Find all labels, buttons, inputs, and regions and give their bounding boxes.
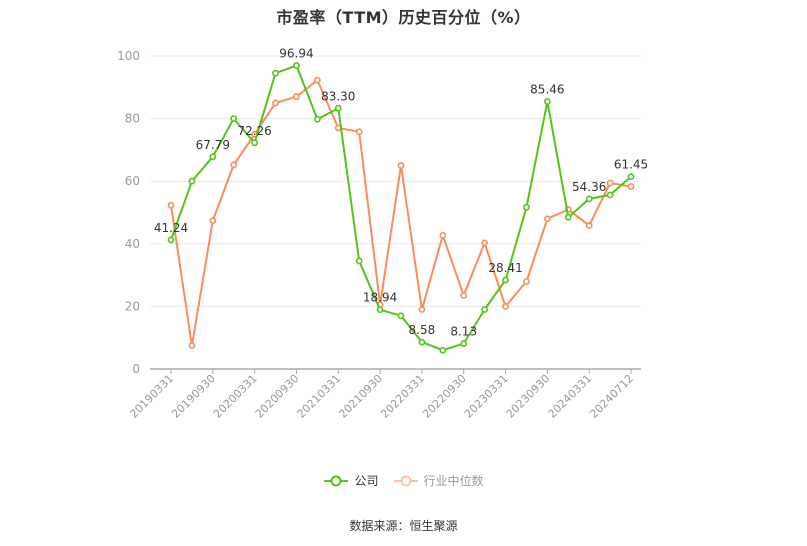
data-point[interactable]: [230, 161, 238, 169]
data-point[interactable]: [627, 173, 635, 181]
data-point[interactable]: [209, 217, 217, 225]
data-point[interactable]: [543, 98, 551, 105]
data-point[interactable]: [585, 195, 593, 203]
data-label: 61.45: [614, 158, 648, 172]
x-axis: 2019033120190930202003312020093020210331…: [127, 368, 641, 421]
data-point[interactable]: [502, 276, 509, 284]
data-point[interactable]: [418, 306, 426, 313]
data-point[interactable]: [188, 342, 196, 349]
data-label: 8.58: [409, 323, 436, 337]
data-point[interactable]: [606, 179, 614, 187]
data-point[interactable]: [313, 115, 321, 123]
x-tick-label: 20200331: [211, 372, 260, 421]
legend-label-company: 公司: [354, 474, 379, 488]
x-tick-label: 20190930: [169, 372, 218, 421]
data-label: 72.26: [237, 124, 271, 138]
x-tick-label: 20230331: [462, 372, 511, 421]
chart-legend: 公司 行业中位数: [0, 472, 807, 489]
data-point[interactable]: [481, 239, 489, 247]
series-company: [167, 62, 635, 354]
data-point[interactable]: [167, 236, 175, 244]
data-point[interactable]: [627, 183, 635, 190]
data-point[interactable]: [460, 340, 468, 347]
x-tick-label: 20230930: [504, 372, 553, 421]
legend-item-company[interactable]: 公司: [323, 472, 379, 489]
data-label: 8.13: [450, 325, 477, 339]
data-point[interactable]: [523, 277, 530, 285]
data-point[interactable]: [355, 257, 363, 265]
data-point[interactable]: [293, 62, 300, 69]
data-point[interactable]: [502, 302, 509, 310]
data-labels: 41.24 67.79 72.26 96.94 83.30 18.94 8.58 8.13 28…: [154, 47, 648, 339]
y-tick-label: 0: [132, 362, 140, 376]
data-point[interactable]: [209, 153, 217, 161]
data-point[interactable]: [251, 139, 259, 147]
data-series: [167, 62, 635, 354]
chart-title: 市盈率（TTM）历史百分位（%）: [276, 8, 531, 27]
data-point[interactable]: [230, 115, 238, 122]
data-label: 96.94: [279, 47, 313, 61]
data-point[interactable]: [376, 306, 384, 314]
x-tick-label: 20220930: [420, 372, 469, 421]
data-point[interactable]: [543, 215, 551, 223]
y-tick-label: 100: [117, 49, 140, 63]
legend-label-industry-median: 行业中位数: [423, 474, 484, 488]
data-label: 28.41: [488, 261, 522, 275]
data-point[interactable]: [585, 222, 593, 230]
series-line: [170, 79, 632, 347]
series-line: [170, 64, 632, 352]
y-tick-label: 80: [125, 112, 140, 126]
data-point[interactable]: [334, 104, 342, 112]
data-point[interactable]: [272, 99, 279, 107]
data-label: 54.36: [572, 180, 606, 194]
y-tick-label: 20: [125, 299, 140, 313]
data-point[interactable]: [606, 191, 614, 199]
legend-item-industry-median[interactable]: 行业中位数: [393, 472, 484, 489]
legend-line-circle-icon: [324, 475, 349, 486]
x-tick-label: 20210331: [295, 372, 344, 421]
data-point[interactable]: [439, 346, 447, 354]
data-point[interactable]: [167, 201, 175, 209]
data-point[interactable]: [313, 76, 321, 84]
data-point[interactable]: [523, 203, 530, 211]
data-point[interactable]: [397, 312, 405, 320]
data-label: 67.79: [196, 138, 230, 152]
x-tick-label: 20220331: [378, 372, 427, 421]
data-label: 18.94: [363, 291, 397, 305]
y-tick-label: 40: [125, 237, 140, 251]
data-point[interactable]: [397, 162, 405, 169]
y-tick-label: 60: [125, 174, 140, 188]
y-grid-lines: [150, 55, 641, 307]
data-point[interactable]: [188, 177, 196, 185]
data-label: 41.24: [154, 221, 188, 235]
data-point[interactable]: [439, 231, 447, 239]
data-point[interactable]: [460, 292, 468, 299]
data-point[interactable]: [272, 69, 279, 77]
x-tick-label: 20210930: [336, 372, 385, 421]
data-label: 83.30: [321, 89, 355, 103]
data-point[interactable]: [418, 338, 426, 346]
data-point[interactable]: [293, 93, 300, 101]
data-point[interactable]: [564, 213, 572, 221]
x-tick-label: 20240712: [587, 372, 636, 421]
data-source-note: 数据来源：恒生聚源: [349, 519, 458, 533]
x-tick-label: 20240331: [546, 372, 595, 421]
series-industry-median: [167, 76, 635, 349]
x-tick-label: 20190331: [127, 372, 176, 421]
data-point[interactable]: [355, 128, 363, 136]
legend-line-circle-icon: [393, 475, 418, 486]
x-tick-label: 20200930: [253, 372, 302, 421]
y-axis-labels: 0 20 40 60 80 100: [117, 49, 140, 376]
data-label: 85.46: [530, 83, 564, 97]
data-point[interactable]: [481, 306, 489, 313]
